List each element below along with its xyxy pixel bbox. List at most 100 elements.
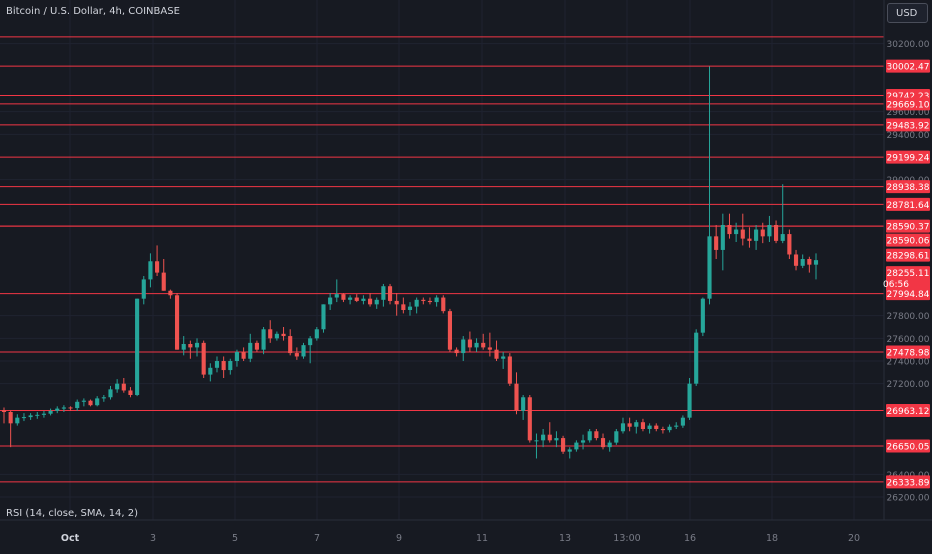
candle-body: [454, 349, 459, 354]
candle: [155, 245, 160, 277]
candle-body: [494, 349, 499, 359]
candle-body: [720, 225, 725, 250]
candle: [361, 295, 366, 305]
y-tick-label: 30200.00: [887, 40, 930, 50]
candle: [401, 297, 406, 314]
candle: [15, 414, 20, 426]
candle: [441, 295, 446, 314]
candle: [481, 333, 486, 350]
candle: [494, 340, 499, 362]
rsi-indicator-label[interactable]: RSI (14, close, SMA, 14, 2): [6, 508, 139, 519]
candle-body: [61, 407, 66, 409]
level-price-label: 26650.05: [886, 439, 930, 453]
candle: [281, 327, 286, 341]
candle-body: [48, 410, 53, 414]
candle: [514, 372, 519, 415]
horizontal-levels: [0, 36, 884, 483]
candle-body: [188, 344, 193, 348]
candle: [348, 295, 353, 305]
candle: [314, 327, 319, 341]
candle-body: [780, 234, 785, 241]
prev-price-label-bg: [886, 248, 930, 262]
candle: [660, 426, 665, 434]
level-price-label-text: 28590.06: [887, 237, 930, 247]
candlestick-series: [1, 66, 819, 459]
candle: [421, 297, 426, 305]
level-price-label-text: 26333.89: [887, 478, 930, 488]
time-axis[interactable]: Oct 3 5 7 9 11 13 13:00 16 18 20: [61, 533, 860, 544]
candle: [241, 347, 246, 362]
candle: [541, 429, 546, 448]
candle-body: [268, 329, 273, 339]
candle: [521, 395, 526, 420]
level-price-label: 29199.24: [886, 150, 930, 164]
candle-body: [800, 259, 805, 266]
symbol-title: Bitcoin / U.S. Dollar, 4h, COINBASE: [6, 6, 180, 17]
candle-body: [481, 342, 486, 348]
candle-body: [248, 342, 253, 359]
candle-body: [394, 300, 399, 305]
candle: [407, 302, 413, 316]
candle-body: [334, 294, 339, 298]
candle-body: [314, 329, 319, 339]
candle: [221, 356, 226, 379]
candle-body: [607, 442, 612, 448]
candle: [214, 356, 220, 373]
level-price-label-bg: [886, 345, 930, 359]
candle-body: [600, 438, 606, 448]
candle: [700, 297, 705, 337]
candle: [135, 298, 140, 397]
candle-body: [88, 400, 93, 406]
candle-body: [241, 351, 246, 359]
candle: [487, 332, 492, 357]
candle: [674, 422, 679, 430]
candle: [35, 412, 40, 419]
level-price-label-text: 29742.23: [887, 92, 930, 102]
candle-body: [401, 304, 406, 311]
candle-body: [55, 408, 60, 411]
candle: [547, 422, 552, 443]
candle-body: [294, 353, 299, 357]
level-price-label-bg: [886, 180, 930, 194]
candle: [301, 342, 306, 359]
candle: [188, 340, 193, 359]
candle-body: [707, 236, 712, 299]
candle: [61, 405, 66, 413]
candle-body: [288, 336, 293, 354]
candle: [594, 429, 599, 441]
candle: [174, 293, 180, 350]
y-tick-label: 29600.00: [887, 108, 930, 118]
candle: [640, 418, 646, 432]
candle-body: [128, 390, 133, 396]
currency-button[interactable]: USD: [887, 3, 928, 23]
candle-body: [148, 261, 153, 280]
level-price-label-text: 28781.64: [887, 201, 930, 211]
candle-body: [301, 345, 306, 357]
candle-body: [793, 254, 799, 266]
candle: [381, 283, 386, 307]
candle: [634, 419, 639, 434]
candle: [168, 289, 173, 299]
current-price-bg: [886, 266, 930, 291]
prev-price-label: 28298.61: [886, 248, 930, 262]
candle-body: [41, 413, 46, 415]
candle: [254, 340, 259, 352]
candle-body: [354, 297, 359, 301]
candle: [261, 327, 266, 355]
candle: [680, 415, 685, 428]
level-price-label: 29669.10: [886, 97, 930, 111]
candle: [667, 424, 672, 433]
x-tick-label: 7: [314, 533, 320, 544]
candle: [95, 396, 100, 407]
candle-body: [507, 356, 512, 384]
level-price-label-text: 27994.84: [887, 290, 930, 300]
level-price-label-bg: [886, 59, 930, 73]
candle: [813, 253, 819, 280]
current-price-text: 28255.11: [887, 269, 930, 279]
candle: [141, 276, 146, 305]
candle: [793, 249, 799, 271]
candle-body: [228, 361, 233, 371]
